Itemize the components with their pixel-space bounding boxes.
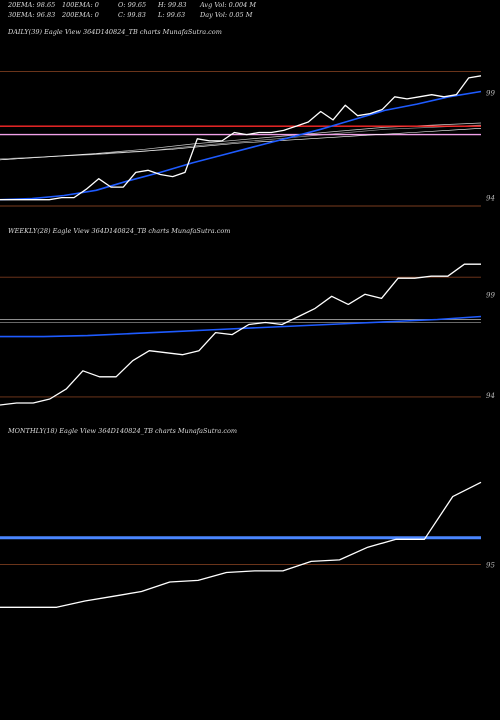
daily-chart-label: DAILY(39) Eagle View 364D140824_TB chart… [8, 28, 222, 36]
avg-vol-value: Avg Vol: 0.004 M [200, 1, 257, 9]
weekly-ema-line [0, 315, 482, 338]
ema20-value: 20EMA: 98.65 [8, 1, 56, 9]
daily-y-tick-99: 99 [486, 90, 495, 98]
ema100-value: 100EMA: 0 [62, 1, 99, 9]
weekly-price-line [0, 263, 481, 406]
high-value: H: 99.83 [158, 1, 187, 9]
weekly-y-tick-94: 94 [486, 392, 495, 400]
open-value: O: 99.65 [118, 1, 147, 9]
daily-ma-line-2 [0, 124, 482, 160]
close-value: C: 99.83 [118, 11, 146, 19]
daily-ema-slow-line [0, 128, 482, 161]
daily-y-tick-94: 94 [486, 195, 495, 203]
day-vol-value: Day Vol: 0.05 M [200, 11, 253, 19]
low-value: L: 99.63 [158, 11, 186, 19]
monthly-y-tick-95: 95 [486, 562, 495, 570]
monthly-chart-label: MONTHLY(18) Eagle View 364D140824_TB cha… [8, 427, 238, 435]
ema200-value: 200EMA: 0 [62, 11, 99, 19]
monthly-price-line [0, 481, 482, 608]
weekly-y-tick-99: 99 [486, 291, 495, 299]
weekly-chart-label: WEEKLY(28) Eagle View 364D140824_TB char… [8, 227, 231, 235]
ema30-value: 30EMA: 96.83 [8, 11, 56, 19]
daily-ema-fast-line [0, 90, 482, 201]
daily-price-line [0, 75, 482, 201]
